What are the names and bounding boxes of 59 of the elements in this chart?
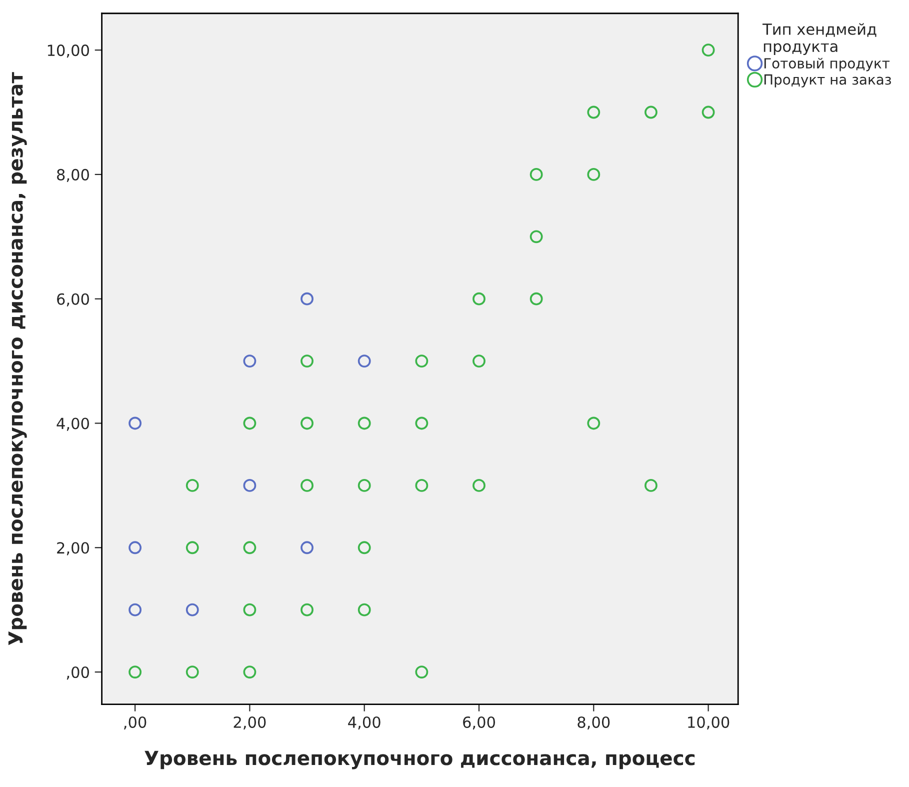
point: [472, 354, 486, 368]
point: [472, 478, 486, 492]
point: [300, 541, 314, 554]
point: [186, 541, 199, 554]
x-axis-title: Уровень послепокупочного диссонанса, процесс: [144, 750, 695, 770]
point: [415, 666, 428, 678]
point: [358, 603, 371, 616]
legend-label: Готовый продукт: [764, 58, 890, 72]
point: [186, 478, 199, 492]
point: [587, 168, 600, 181]
x-tick-label: 6,00: [463, 716, 495, 730]
point: [702, 106, 715, 119]
y-tick-label: 4,00: [56, 418, 89, 431]
legend-label: Продукт на заказ: [764, 74, 891, 88]
point: [243, 478, 256, 492]
point: [587, 416, 600, 430]
point: [243, 416, 256, 430]
y-axis-title: Уровень послепокупочного диссонанса, результат: [8, 72, 27, 646]
point: [415, 416, 428, 430]
point: [300, 478, 314, 492]
point: [415, 354, 428, 368]
point: [358, 541, 371, 554]
point: [644, 106, 658, 119]
y-tick-label: 8,00: [57, 168, 89, 182]
point: [128, 603, 142, 616]
point: [300, 292, 314, 306]
point: [300, 416, 314, 430]
point: [243, 541, 256, 554]
y-tick-label: ,00: [66, 666, 89, 680]
point: [358, 416, 371, 430]
point: [415, 478, 428, 492]
point: [530, 230, 543, 244]
point: [300, 354, 314, 368]
point: [358, 478, 371, 492]
x-tick-label: ,00: [124, 716, 146, 730]
x-tick-label: 8,00: [578, 716, 610, 730]
point: [702, 44, 715, 57]
point: [472, 292, 486, 306]
x-tick-label: 4,00: [348, 716, 380, 730]
point: [587, 106, 600, 119]
point: [243, 354, 256, 368]
point: [530, 168, 543, 181]
point: [358, 354, 371, 368]
point: [644, 478, 658, 492]
y-tick-label: 10,00: [48, 44, 89, 58]
point: [186, 603, 199, 616]
y-tick-label: 6,00: [57, 293, 89, 306]
x-tick-label: 10,00: [688, 716, 730, 730]
point: [128, 541, 142, 554]
point: [300, 603, 314, 616]
point: [128, 666, 142, 678]
point: [128, 416, 142, 430]
x-tick-label: 2,00: [234, 716, 266, 730]
point: [530, 292, 543, 306]
point: [186, 666, 199, 678]
point: [243, 666, 256, 678]
y-tick-label: 2,00: [57, 542, 89, 556]
point: [243, 603, 256, 616]
legend-title: Тип хендмейд продукта: [762, 23, 876, 55]
